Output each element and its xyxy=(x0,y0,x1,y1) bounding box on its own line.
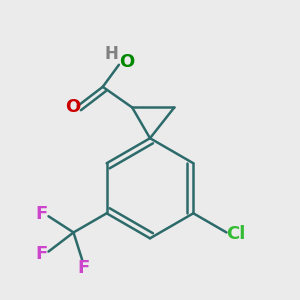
Text: H: H xyxy=(105,45,118,63)
Text: F: F xyxy=(35,205,47,223)
Text: F: F xyxy=(35,245,47,263)
Text: O: O xyxy=(65,98,80,116)
Text: Cl: Cl xyxy=(226,225,245,243)
Text: F: F xyxy=(78,259,90,277)
Text: O: O xyxy=(119,53,134,71)
